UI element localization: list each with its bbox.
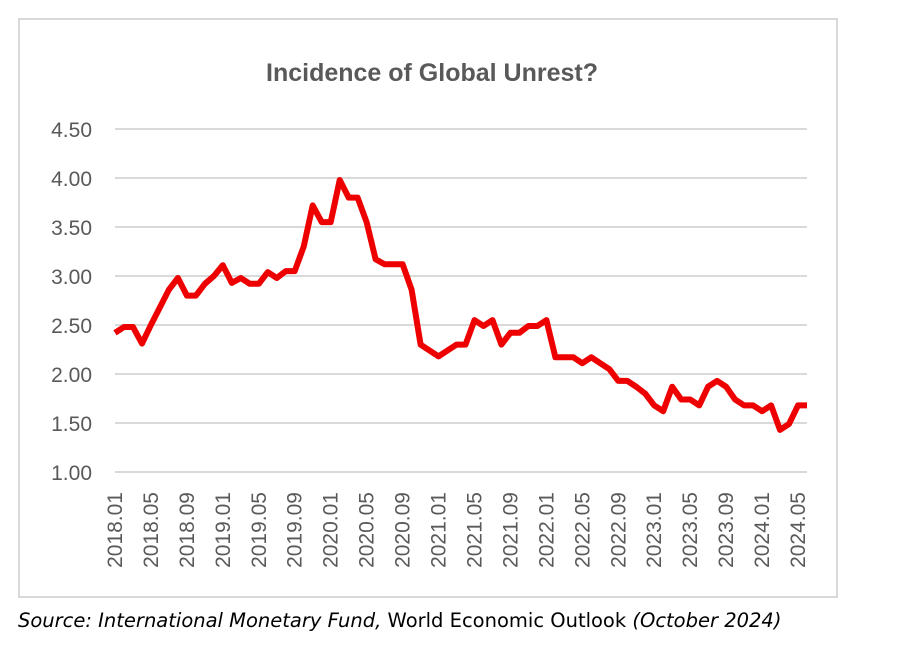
x-tick-label: 2024.05 — [787, 492, 810, 568]
y-tick-label: 2.50 — [51, 315, 92, 338]
chart-title: Incidence of Global Unrest? — [266, 59, 598, 87]
y-tick-label: 4.50 — [51, 119, 92, 142]
x-tick-label: 2019.01 — [212, 492, 235, 568]
y-tick-label: 1.50 — [51, 413, 92, 436]
series-layer — [113, 177, 807, 433]
x-tick-label: 2023.09 — [715, 492, 738, 568]
x-tick-label: 2024.01 — [751, 492, 774, 568]
source-publication: World Economic Outlook — [381, 609, 633, 632]
x-tick-label: 2021.01 — [428, 492, 451, 568]
y-tick-label: 3.00 — [51, 266, 92, 289]
source-prefix: Source: International Monetary Fund, — [18, 609, 382, 632]
x-tick-label: 2018.01 — [104, 492, 127, 568]
y-tick-label: 1.00 — [51, 462, 92, 485]
y-tick-label: 3.50 — [51, 217, 92, 240]
y-axis-tick-labels: 1.00 1.50 2.00 2.50 3.00 3.50 4.00 4.50 — [51, 119, 92, 485]
x-tick-label: 2021.09 — [499, 492, 522, 568]
x-tick-label: 2018.09 — [176, 492, 199, 568]
x-axis-tick-labels: 2018.01 2018.05 2018.09 2019.01 2019.05 2019.… — [104, 492, 810, 568]
x-tick-label: 2023.01 — [643, 492, 666, 568]
x-tick-label: 2019.05 — [248, 492, 271, 568]
x-tick-label: 2018.05 — [140, 492, 163, 568]
x-tick-label: 2019.09 — [284, 492, 307, 568]
y-tick-label: 4.00 — [51, 168, 92, 191]
x-tick-label: 2022.05 — [571, 492, 594, 568]
x-tick-label: 2022.09 — [607, 492, 630, 568]
x-tick-label: 2023.05 — [679, 492, 702, 568]
gridlines — [115, 128, 807, 473]
x-tick-label: 2020.01 — [320, 492, 343, 568]
x-tick-label: 2020.05 — [356, 492, 379, 568]
series-line — [113, 177, 807, 433]
x-tick-label: 2021.05 — [463, 492, 486, 568]
y-tick-label: 2.00 — [51, 364, 92, 387]
x-tick-label: 2020.09 — [392, 492, 415, 568]
line-chart: Incidence of Global Unrest? 1.00 1.50 2.00… — [51, 59, 810, 568]
source-suffix: (October 2024) — [632, 609, 782, 632]
chart-frame: Incidence of Global Unrest? 1.00 1.50 2.00… — [18, 18, 838, 598]
source-note: Source: International Monetary Fund, Wor… — [18, 609, 781, 632]
x-tick-label: 2022.01 — [535, 492, 558, 568]
